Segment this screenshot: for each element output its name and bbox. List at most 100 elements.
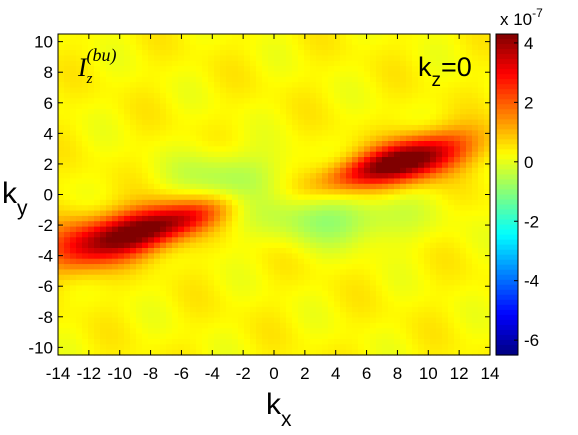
heatmap-cell: [220, 248, 227, 254]
heatmap-cell: [322, 183, 329, 190]
heatmap-cell: [166, 82, 173, 89]
heatmap-cell: [280, 130, 287, 137]
heatmap-cell: [394, 130, 401, 137]
heatmap-cell: [322, 317, 329, 324]
heatmap-cell: [58, 231, 65, 238]
heatmap-cell: [136, 338, 143, 345]
heatmap-cell: [214, 306, 221, 313]
heatmap-cell: [160, 60, 167, 67]
heatmap-cell: [352, 119, 359, 126]
heatmap-cell: [316, 119, 323, 126]
heatmap-cell: [190, 103, 197, 110]
heatmap-cell: [418, 130, 425, 137]
heatmap-cell: [292, 87, 299, 94]
heatmap-cell: [424, 253, 431, 260]
heatmap-cell: [124, 178, 131, 185]
heatmap-cell: [100, 269, 107, 276]
heatmap-cell: [412, 50, 419, 56]
heatmap-cell: [394, 215, 401, 222]
heatmap-cell: [466, 269, 473, 276]
heatmap-cell: [70, 87, 77, 94]
heatmap-cell: [346, 92, 353, 99]
heatmap-cell: [148, 119, 155, 126]
heatmap-cell: [118, 82, 125, 89]
heatmap-cell: [310, 183, 317, 190]
heatmap-cell: [268, 312, 275, 319]
heatmap-cell: [292, 103, 299, 110]
heatmap-cell: [340, 60, 347, 67]
heatmap-cell: [400, 44, 407, 51]
heatmap-cell: [268, 258, 275, 265]
heatmap-cell: [196, 130, 203, 137]
heatmap-cell: [148, 87, 155, 94]
heatmap-cell: [412, 280, 419, 287]
heatmap-cell: [94, 221, 101, 228]
heatmap-cell: [160, 189, 167, 196]
heatmap-cell: [466, 333, 473, 340]
heatmap-cell: [232, 205, 239, 212]
heatmap-cell: [262, 226, 269, 233]
heatmap-cell: [484, 178, 491, 185]
heatmap-cell: [352, 103, 359, 110]
heatmap-cell: [70, 221, 77, 228]
heatmap-cell: [394, 274, 401, 281]
heatmap-cell: [382, 296, 389, 303]
heatmap-cell: [406, 108, 413, 115]
heatmap-cell: [436, 215, 443, 222]
heatmap-cell: [190, 82, 197, 89]
heatmap-cell: [394, 258, 401, 265]
heatmap-cell: [124, 60, 131, 67]
heatmap-cell: [220, 237, 227, 244]
heatmap-cell: [130, 141, 137, 147]
heatmap-cell: [118, 231, 125, 238]
heatmap-cell: [478, 135, 485, 142]
heatmap-cell: [172, 189, 179, 196]
heatmap-cell: [376, 76, 383, 83]
heatmap-cell: [376, 301, 383, 308]
heatmap-cell: [346, 162, 353, 169]
heatmap-cell: [112, 119, 119, 126]
heatmap-cell: [70, 178, 77, 185]
heatmap-cell: [106, 82, 113, 89]
heatmap-cell: [274, 264, 281, 270]
heatmap-cell: [280, 194, 287, 201]
heatmap-cell: [118, 119, 125, 126]
heatmap-cell: [208, 44, 215, 51]
heatmap-cell: [478, 167, 485, 174]
heatmap-cell: [376, 108, 383, 115]
heatmap-cell: [112, 130, 119, 137]
heatmap-cell: [160, 253, 167, 260]
heatmap-cell: [442, 124, 449, 131]
heatmap-cell: [70, 210, 77, 217]
heatmap-cell: [238, 157, 245, 163]
heatmap-cell: [328, 44, 335, 51]
heatmap-cell: [364, 151, 371, 158]
heatmap-cell: [292, 124, 299, 131]
heatmap-cell: [220, 253, 227, 260]
heatmap-cell: [226, 215, 233, 222]
heatmap-cell: [340, 215, 347, 222]
heatmap-cell: [100, 130, 107, 137]
heatmap-cell: [436, 162, 443, 169]
heatmap-cell: [244, 103, 251, 110]
heatmap-cell: [430, 344, 437, 351]
heatmap-cell: [268, 60, 275, 67]
heatmap-cell: [100, 119, 107, 126]
heatmap-cell: [220, 151, 227, 158]
heatmap-cell: [310, 135, 317, 142]
heatmap-cell: [178, 146, 185, 153]
heatmap-cell: [250, 258, 257, 265]
heatmap-cell: [250, 189, 257, 196]
heatmap-cell: [166, 189, 173, 196]
heatmap-cell: [220, 322, 227, 329]
heatmap-cell: [112, 178, 119, 185]
heatmap-cell: [172, 114, 179, 121]
heatmap-cell: [142, 146, 149, 153]
heatmap-cell: [202, 253, 209, 260]
heatmap-cell: [472, 124, 479, 131]
heatmap-cell: [214, 119, 221, 126]
heatmap-cell: [148, 296, 155, 303]
heatmap-cell: [208, 151, 215, 158]
heatmap-cell: [136, 82, 143, 89]
heatmap-cell: [412, 124, 419, 131]
